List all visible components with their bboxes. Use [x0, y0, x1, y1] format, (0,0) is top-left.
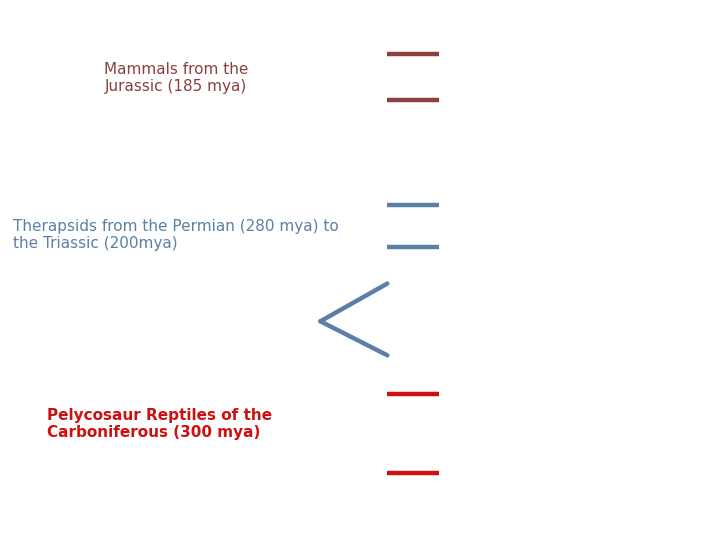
Text: Pelycosaur Reptiles of the
Carboniferous (300 mya): Pelycosaur Reptiles of the Carboniferous…	[47, 408, 272, 440]
Text: Therapsids from the Permian (280 mya) to
the Triassic (200mya): Therapsids from the Permian (280 mya) to…	[13, 219, 338, 251]
Text: Mammals from the
Jurassic (185 mya): Mammals from the Jurassic (185 mya)	[104, 62, 249, 94]
